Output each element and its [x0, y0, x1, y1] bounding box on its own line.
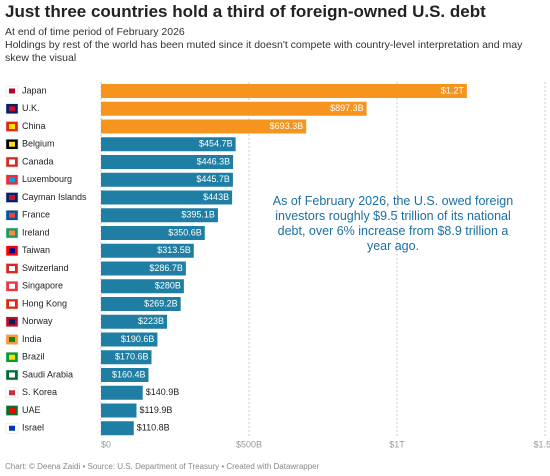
footer: Chart: © Deena Zaidi • Source: U.S. Depa…: [5, 462, 320, 471]
value-label: $140.9B: [146, 387, 180, 397]
bar: [101, 297, 181, 311]
flag: [9, 212, 15, 218]
bar: [101, 226, 205, 240]
bar: [101, 101, 367, 116]
bar: [101, 84, 467, 98]
y-tick-label: France: [22, 210, 50, 220]
flag: [9, 141, 15, 147]
y-tick-label: Canada: [22, 156, 54, 166]
bar: [101, 137, 236, 152]
flag: [9, 372, 15, 378]
value-label: $223B: [138, 316, 164, 326]
y-tick-label: Switzerland: [22, 263, 69, 273]
subtitle-line: At end of time period of February 2026: [5, 26, 185, 38]
flag: [9, 88, 15, 94]
y-tick-label: Saudi Arabia: [22, 369, 73, 379]
value-label: $190.6B: [121, 334, 155, 344]
flag: [9, 390, 15, 396]
flag: [9, 337, 15, 342]
bar: [101, 190, 233, 205]
x-tick-label: $0: [101, 439, 111, 449]
value-label: $286.7B: [149, 263, 183, 273]
bar: [101, 172, 233, 187]
y-tick-label: Norway: [22, 316, 53, 326]
flag: [9, 124, 15, 129]
y-tick-label: S. Korea: [22, 387, 57, 397]
flag: [9, 230, 15, 236]
flag: [9, 425, 15, 431]
flag: [9, 248, 15, 254]
subtitle-line: Holdings by rest of the world has been m…: [5, 39, 523, 64]
y-tick-label: Luxembourg: [22, 174, 72, 184]
value-label: $313.5B: [157, 245, 191, 255]
bar: [101, 314, 168, 329]
y-tick-label: Israel: [22, 423, 44, 433]
value-label: $445.7B: [196, 174, 230, 184]
value-label: $443B: [203, 192, 229, 202]
chart-subtitle: At end of time period of February 2026 H…: [5, 26, 545, 65]
y-tick-label: Hong Kong: [22, 298, 67, 308]
value-label: $170.6B: [115, 352, 149, 362]
y-tick-label: China: [22, 121, 46, 131]
bar: [101, 421, 134, 436]
flag: [9, 177, 15, 183]
bar: [101, 350, 152, 365]
y-tick-label: Cayman Islands: [22, 192, 87, 202]
bar: [101, 243, 194, 258]
flag: [9, 195, 15, 200]
bar: [101, 261, 186, 276]
flag: [9, 408, 15, 413]
value-label: $119.9B: [139, 405, 172, 415]
flag: [9, 266, 15, 271]
y-tick-label: Singapore: [22, 281, 63, 291]
bar: [101, 155, 234, 169]
bar: [101, 368, 149, 382]
x-tick-label: $1.5T: [533, 439, 550, 449]
value-label: $160.4B: [112, 369, 146, 379]
value-label: $1.2T: [441, 85, 465, 95]
flag: [9, 283, 15, 289]
y-tick-label: Ireland: [22, 227, 50, 237]
annotation: As of February 2026, the U.S. owed forei…: [272, 194, 514, 253]
y-tick-label: Brazil: [22, 352, 45, 362]
bar: [101, 119, 307, 134]
value-label: $269.2B: [144, 298, 178, 308]
flag: [9, 319, 15, 325]
y-tick-label: Japan: [22, 85, 47, 95]
chart-title: Just three countries hold a third of for…: [5, 2, 486, 21]
value-label: $693.3B: [270, 121, 304, 131]
y-tick-label: UAE: [22, 405, 41, 415]
y-tick-label: U.K.: [22, 103, 40, 113]
value-label: $897.3B: [330, 103, 364, 113]
flag: [9, 301, 15, 307]
flag: [9, 354, 15, 360]
value-label: $110.8B: [137, 423, 170, 433]
x-tick-label: $1T: [389, 439, 405, 449]
flag: [9, 106, 15, 112]
y-tick-label: India: [22, 334, 42, 344]
value-label: $454.7B: [199, 139, 233, 149]
value-label: $280B: [155, 281, 181, 291]
bar: [101, 403, 137, 418]
value-label: $446.3B: [197, 156, 231, 166]
x-tick-label: $500B: [236, 439, 262, 449]
flag: [9, 159, 15, 165]
bar: [101, 385, 143, 400]
bar: [101, 279, 184, 294]
y-tick-label: Belgium: [22, 139, 55, 149]
y-tick-label: Taiwan: [22, 245, 50, 255]
bar: [101, 208, 218, 223]
value-label: $395.1B: [181, 210, 215, 220]
value-label: $350.6B: [168, 227, 202, 237]
bar: [101, 332, 158, 347]
